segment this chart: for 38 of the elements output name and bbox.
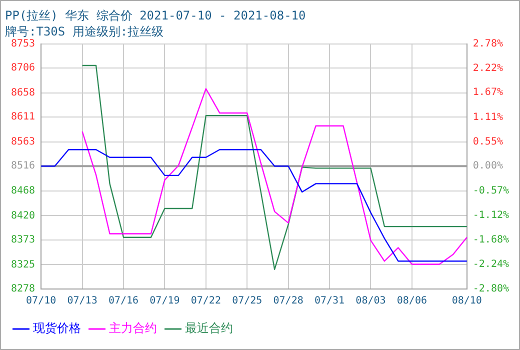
x-tick-label: 07/28 bbox=[273, 296, 304, 307]
y-tick-label: 8420 bbox=[10, 210, 36, 222]
x-tick-label: 07/22 bbox=[190, 296, 221, 307]
x-tick-label: 07/19 bbox=[150, 296, 180, 307]
x-tick-label: 08/06 bbox=[396, 296, 427, 307]
y2-tick-label: 0.00% bbox=[472, 160, 503, 172]
y2-tick-label: 1.67% bbox=[472, 87, 503, 98]
x-tick-label: 07/25 bbox=[232, 296, 262, 307]
x-tick-label: 08/03 bbox=[356, 296, 386, 307]
legend-label: 最近合约 bbox=[185, 321, 233, 336]
y-tick-label: 8611 bbox=[10, 112, 36, 123]
legend-label: 主力合约 bbox=[109, 321, 157, 336]
x-tick-label: 07/10 bbox=[26, 296, 56, 307]
y-tick-label: 8278 bbox=[10, 284, 36, 295]
y2-tick-label: 2.22% bbox=[472, 63, 503, 74]
y2-tick-label: -2.24% bbox=[472, 258, 509, 270]
y2-tick-label: -1.12% bbox=[472, 210, 509, 221]
x-tick-label: 07/13 bbox=[67, 296, 98, 307]
y-tick-label: 8516 bbox=[10, 160, 36, 172]
chart-subtitle: 牌号:T30S 用途级别:拉丝级 bbox=[5, 24, 164, 39]
chart-title: PP(拉丝) 华东 综合价 2021-07-10 - 2021-08-10 bbox=[5, 8, 306, 22]
y2-tick-label: -1.68% bbox=[472, 234, 509, 246]
y-tick-label: 8563 bbox=[10, 136, 36, 148]
y-tick-label: 8468 bbox=[10, 186, 36, 197]
y-tick-label: 8706 bbox=[10, 62, 36, 74]
y2-tick-label: 2.78% bbox=[472, 38, 503, 50]
y-tick-label: 8325 bbox=[10, 259, 36, 270]
y2-tick-label: -0.57% bbox=[472, 186, 509, 197]
legend-label: 现货价格 bbox=[33, 321, 81, 336]
x-tick-label: 07/31 bbox=[314, 296, 345, 307]
y2-tick-label: 1.11% bbox=[472, 112, 503, 123]
y2-tick-label: 0.55% bbox=[472, 136, 503, 148]
y-tick-label: 8658 bbox=[10, 87, 36, 98]
y2-tick-label: -2.80% bbox=[472, 284, 509, 295]
x-tick-label: 08/10 bbox=[452, 296, 482, 307]
y-tick-label: 8753 bbox=[10, 38, 36, 50]
y-tick-label: 8373 bbox=[10, 234, 36, 246]
x-tick-label: 07/16 bbox=[108, 296, 139, 307]
